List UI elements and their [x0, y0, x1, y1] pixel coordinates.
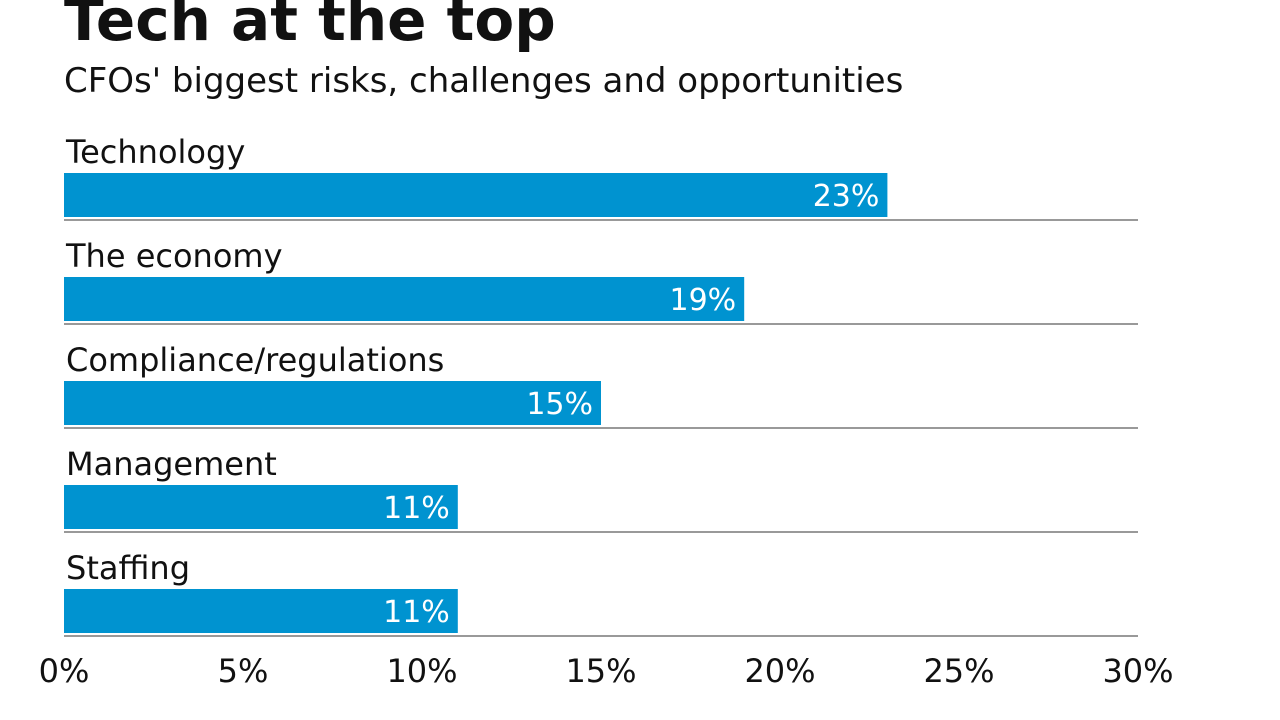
x-tick-label: 0% [39, 652, 90, 690]
category-label: Technology [65, 133, 245, 171]
category-label: Staffing [66, 549, 190, 587]
chart-subtitle: CFOs' biggest risks, challenges and oppo… [64, 61, 903, 101]
value-label: 15% [526, 387, 593, 422]
bar [64, 485, 458, 529]
value-label: 11% [383, 595, 450, 630]
value-label: 19% [670, 283, 737, 318]
bar [64, 589, 458, 633]
bar [64, 381, 601, 425]
category-label: The economy [65, 237, 283, 275]
value-label: 11% [383, 491, 450, 526]
x-tick-label: 25% [923, 652, 994, 690]
x-tick-label: 30% [1102, 652, 1173, 690]
x-tick-label: 20% [744, 652, 815, 690]
chart-title: Tech at the top [64, 0, 556, 54]
x-tick-label: 15% [565, 652, 636, 690]
category-label: Management [66, 445, 277, 483]
x-tick-label: 10% [386, 652, 457, 690]
bar [64, 173, 888, 217]
x-tick-label: 5% [218, 652, 269, 690]
category-label: Compliance/regulations [66, 341, 444, 379]
bar [64, 277, 745, 321]
value-label: 23% [813, 179, 880, 214]
